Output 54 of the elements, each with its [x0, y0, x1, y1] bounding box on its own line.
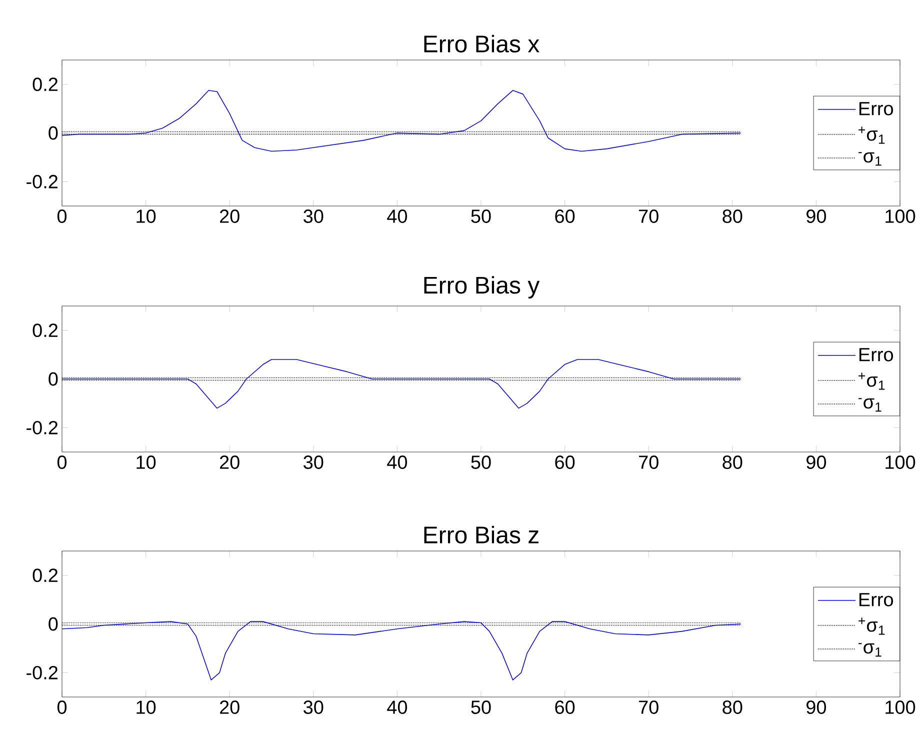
x-tick-label: 0: [57, 456, 67, 469]
x-tick-label: 90: [806, 700, 826, 714]
y-tick-label: 0: [48, 617, 58, 631]
y-tick-label: -0.2: [26, 174, 58, 188]
legend-label: $^{+}$σ$_{1}$: [858, 126, 885, 144]
x-tick-label: 50: [471, 700, 491, 714]
x-tick-label: 100: [886, 210, 916, 223]
y-tick-label: 0.2: [32, 324, 58, 338]
x-tick-label: 60: [555, 700, 575, 714]
x-tick-label: 80: [722, 210, 742, 223]
x-tick-label: 40: [387, 456, 408, 469]
x-tick-label: 70: [639, 210, 658, 223]
x-tick-label: 80: [722, 456, 742, 469]
x-tick-label: 70: [639, 700, 658, 714]
x-tick-label: 30: [304, 210, 324, 223]
x-tick-label: 10: [136, 210, 156, 223]
y-tick-label: 0: [48, 126, 58, 140]
chart-title: Erro Bias z: [424, 526, 538, 544]
x-tick-label: 100: [886, 456, 916, 469]
x-tick-label: 0: [57, 210, 67, 223]
x-tick-label: 30: [304, 700, 324, 714]
x-tick-label: 90: [806, 210, 826, 223]
x-tick-label: 10: [136, 456, 156, 469]
y-tick-label: 0.2: [32, 78, 58, 92]
x-tick-label: 60: [555, 210, 575, 223]
legend-label: $^{+}$σ$_{1}$: [858, 618, 885, 635]
x-tick-label: 100: [886, 700, 916, 714]
y-tick-label: -0.2: [26, 666, 58, 680]
chart-title: Erro Bias y: [424, 276, 540, 298]
x-tick-label: 90: [806, 456, 826, 469]
x-tick-label: 20: [220, 456, 240, 469]
legend-label: $^{-}$σ$_{1}$: [858, 643, 882, 657]
legend-label: Erro: [859, 102, 894, 116]
y-tick-label: 0.2: [32, 568, 58, 582]
x-tick-label: 50: [471, 456, 491, 469]
y-tick-label: -0.2: [26, 420, 58, 434]
x-tick-label: 60: [555, 456, 575, 469]
x-tick-label: 30: [304, 456, 324, 469]
y-tick-label: 0: [48, 372, 58, 386]
x-tick-label: 80: [722, 700, 742, 714]
x-tick-label: 0: [57, 700, 67, 714]
x-tick-label: 10: [136, 700, 156, 714]
x-tick-label: 20: [220, 700, 240, 714]
x-tick-label: 50: [471, 210, 491, 223]
legend-label: Erro: [859, 593, 894, 606]
x-tick-label: 40: [387, 700, 408, 714]
legend-label: $^{-}$σ$_{1}$: [858, 398, 882, 412]
legend-label: $^{-}$σ$_{1}$: [858, 152, 882, 166]
chart-title: Erro Bias x: [424, 34, 540, 52]
x-tick-label: 20: [220, 210, 240, 223]
x-tick-label: 70: [639, 456, 658, 469]
legend-label: Erro: [859, 348, 894, 362]
x-tick-label: 40: [387, 210, 408, 223]
legend-label: $^{+}$σ$_{1}$: [858, 372, 885, 390]
